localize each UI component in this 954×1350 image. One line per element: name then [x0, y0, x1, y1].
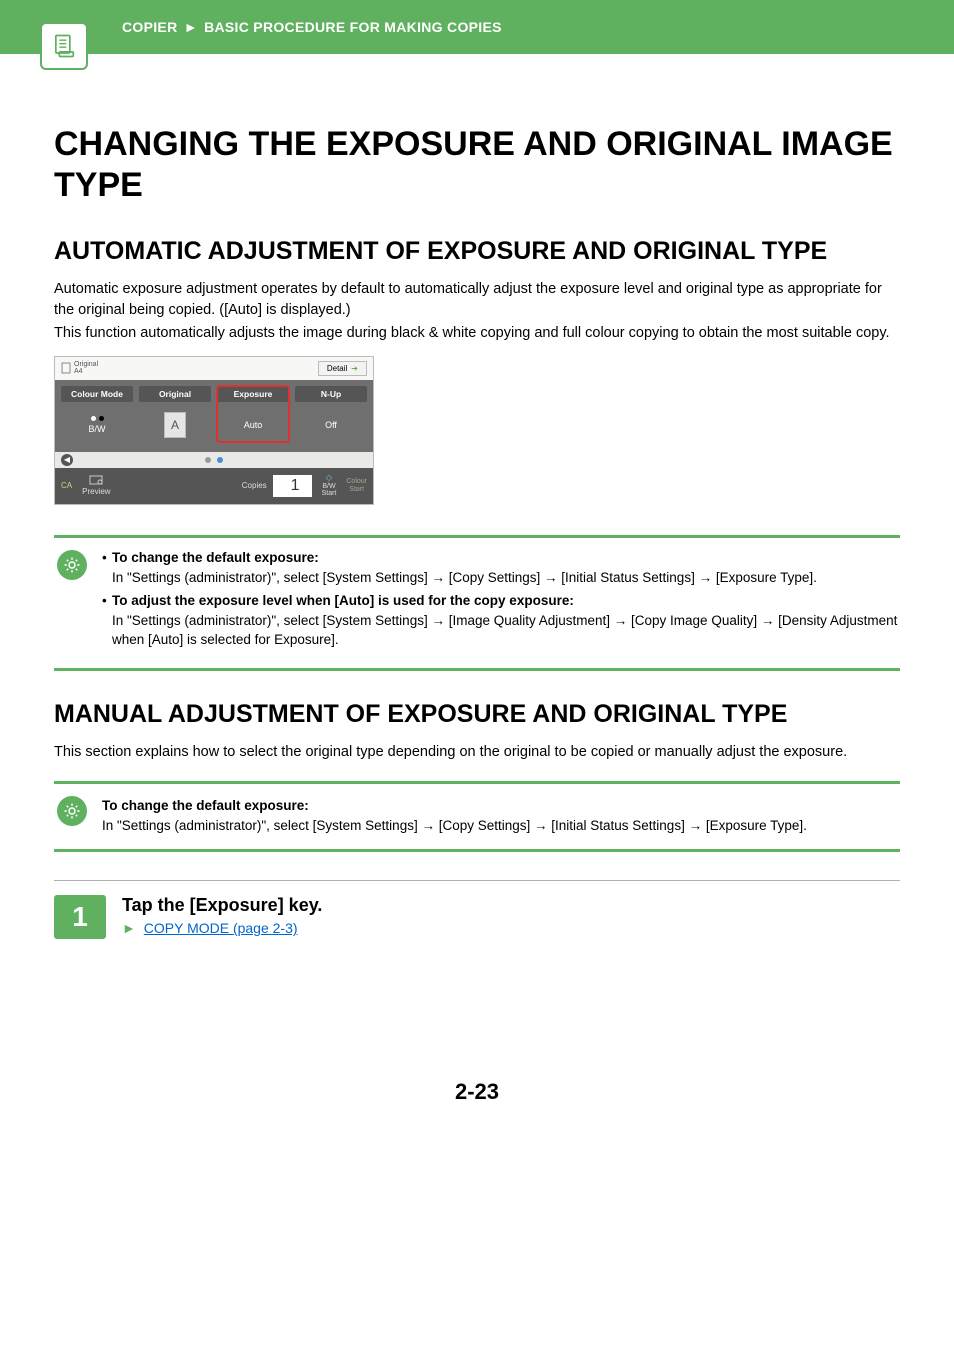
note-block-manual: To change the default exposure: In "Sett… [54, 781, 900, 852]
panel-colour-start-button[interactable]: Colour Start [346, 478, 367, 493]
document-copy-icon [50, 32, 78, 60]
panel-colour-mode-value: B/W [89, 424, 106, 434]
section-automatic-para1: Automatic exposure adjustment operates b… [54, 279, 900, 321]
note1-item1-text: In "Settings (administrator)", select [S… [112, 570, 817, 585]
note2-title: To change the default exposure: [102, 798, 309, 813]
panel-copies-value[interactable]: 1 [273, 475, 312, 497]
pager-dots [203, 455, 226, 465]
pager-dot-1[interactable] [205, 457, 211, 463]
step-1: 1 Tap the [Exposure] key. ► COPY MODE (p… [54, 880, 900, 939]
panel-exposure-value: Auto [217, 408, 289, 442]
panel-original-size: A4 [74, 368, 98, 375]
page-title: CHANGING THE EXPOSURE AND ORIGINAL IMAGE… [54, 124, 900, 206]
section-manual-para: This section explains how to select the … [54, 742, 900, 763]
panel-pager: ◀ [55, 452, 373, 468]
step-number-badge: 1 [54, 895, 106, 939]
page-header: COPIER ► BASIC PROCEDURE FOR MAKING COPI… [0, 0, 954, 54]
settings-note-icon-2 [54, 794, 90, 835]
copier-section-icon [40, 22, 88, 70]
panel-exposure-title: Exposure [217, 386, 289, 402]
panel-detail-button[interactable]: Detail ➔ [318, 361, 367, 376]
step-1-heading: Tap the [Exposure] key. [122, 895, 322, 916]
breadcrumb: COPIER ► BASIC PROCEDURE FOR MAKING COPI… [122, 19, 502, 35]
arrow-right-icon: ➔ [351, 364, 358, 373]
note1-item2-text: In "Settings (administrator)", select [S… [112, 613, 897, 648]
copy-mode-link[interactable]: COPY MODE (page 2-3) [144, 920, 298, 936]
panel-ca-button[interactable]: CA [61, 481, 72, 490]
triangle-right-icon: ► [122, 920, 136, 936]
page-icon [61, 362, 71, 374]
breadcrumb-section[interactable]: COPIER [122, 19, 177, 35]
dot-black-icon [99, 416, 104, 421]
note1-item2-title: To adjust the exposure level when [Auto]… [112, 593, 574, 608]
panel-copies-label: Copies [242, 481, 267, 490]
preview-icon [89, 475, 103, 485]
panel-cell-original[interactable]: Original A [139, 386, 211, 442]
colour-start-bottom: Start [346, 486, 367, 494]
section-automatic-heading: AUTOMATIC ADJUSTMENT OF EXPOSURE AND ORI… [54, 236, 900, 267]
page-number: 2-23 [54, 1079, 900, 1145]
panel-detail-label: Detail [327, 364, 347, 373]
panel-cell-exposure[interactable]: Exposure Auto [217, 386, 289, 442]
panel-preview-button[interactable]: Preview [82, 475, 110, 496]
breadcrumb-arrow-icon: ► [184, 19, 198, 35]
panel-original-indicator: Original A4 [61, 361, 98, 375]
bw-start-bottom: Start [322, 490, 337, 498]
note-manual-body: To change the default exposure: In "Sett… [102, 794, 900, 835]
panel-original-title: Original [139, 386, 211, 402]
pager-back-button[interactable]: ◀ [61, 454, 73, 466]
note-auto-body: To change the default exposure: In "Sett… [102, 548, 900, 654]
breadcrumb-page[interactable]: BASIC PROCEDURE FOR MAKING COPIES [204, 19, 502, 35]
pager-dot-2[interactable] [217, 457, 223, 463]
note2-text: In "Settings (administrator)", select [S… [102, 818, 807, 833]
gear-icon [63, 556, 81, 574]
panel-nup-title: N-Up [295, 386, 367, 402]
panel-cell-nup[interactable]: N-Up Off [295, 386, 367, 442]
panel-cell-colour-mode[interactable]: Colour Mode B/W [61, 386, 133, 442]
panel-preview-label: Preview [82, 487, 110, 496]
dot-white-icon [91, 416, 96, 421]
gear totals-icon [63, 802, 81, 820]
panel-nup-value: Off [295, 408, 367, 442]
panel-original-label: Original [74, 361, 98, 368]
section-automatic-para2: This function automatically adjusts the … [54, 323, 900, 344]
settings-note-icon [54, 548, 90, 654]
panel-bw-start-button[interactable]: ◇ B/W Start [322, 474, 337, 498]
panel-original-value: A [164, 412, 186, 438]
panel-colour-mode-title: Colour Mode [61, 386, 133, 402]
page-content: CHANGING THE EXPOSURE AND ORIGINAL IMAGE… [0, 54, 954, 1145]
copier-panel-screenshot: Original A4 Detail ➔ Colour Mode B/W [54, 356, 374, 505]
note-block-auto: To change the default exposure: In "Sett… [54, 535, 900, 671]
note1-item1-title: To change the default exposure: [112, 550, 319, 565]
section-manual-heading: MANUAL ADJUSTMENT OF EXPOSURE AND ORIGIN… [54, 699, 900, 730]
bw-start-top: B/W [322, 483, 337, 491]
diamond-icon: ◇ [322, 474, 337, 483]
colour-start-top: Colour [346, 478, 367, 486]
